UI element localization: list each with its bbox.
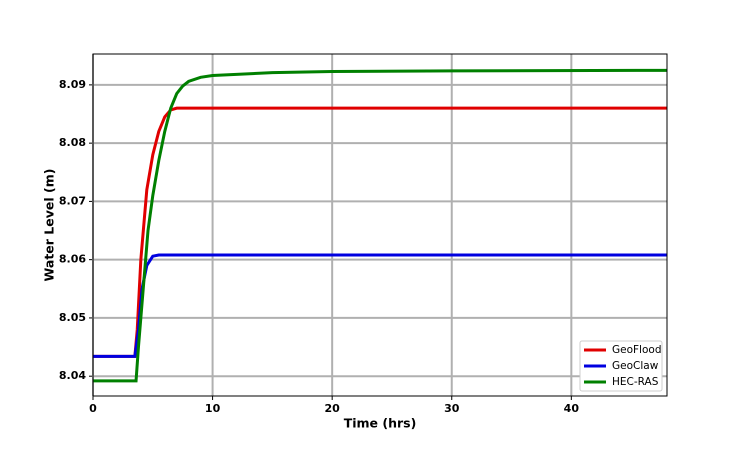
- x-axis-label: Time (hrs): [344, 416, 417, 431]
- x-tick-label: 0: [89, 402, 97, 415]
- y-tick-label: 8.06: [59, 253, 86, 266]
- x-tick-label: 10: [205, 402, 221, 415]
- y-tick-label: 8.07: [59, 194, 86, 207]
- series-line: [93, 68, 667, 383]
- series-line: [93, 106, 667, 358]
- y-tick-label: 8.05: [59, 311, 86, 324]
- y-tick-label: 8.09: [59, 78, 86, 91]
- x-tick-label: 20: [325, 402, 341, 415]
- legend-box: [579, 340, 663, 392]
- x-tick-label: 40: [564, 402, 580, 415]
- x-tick-label: 30: [444, 402, 460, 415]
- y-tick-label: 8.04: [59, 369, 86, 382]
- y-tick-label: 8.08: [59, 136, 86, 149]
- legend-label: GeoFlood: [612, 344, 662, 356]
- legend-label: HEC-RAS: [612, 376, 659, 388]
- plot-frame: [92, 53, 668, 397]
- legend-label: GeoClaw: [612, 360, 659, 372]
- y-axis-label: Water Level (m): [42, 169, 57, 282]
